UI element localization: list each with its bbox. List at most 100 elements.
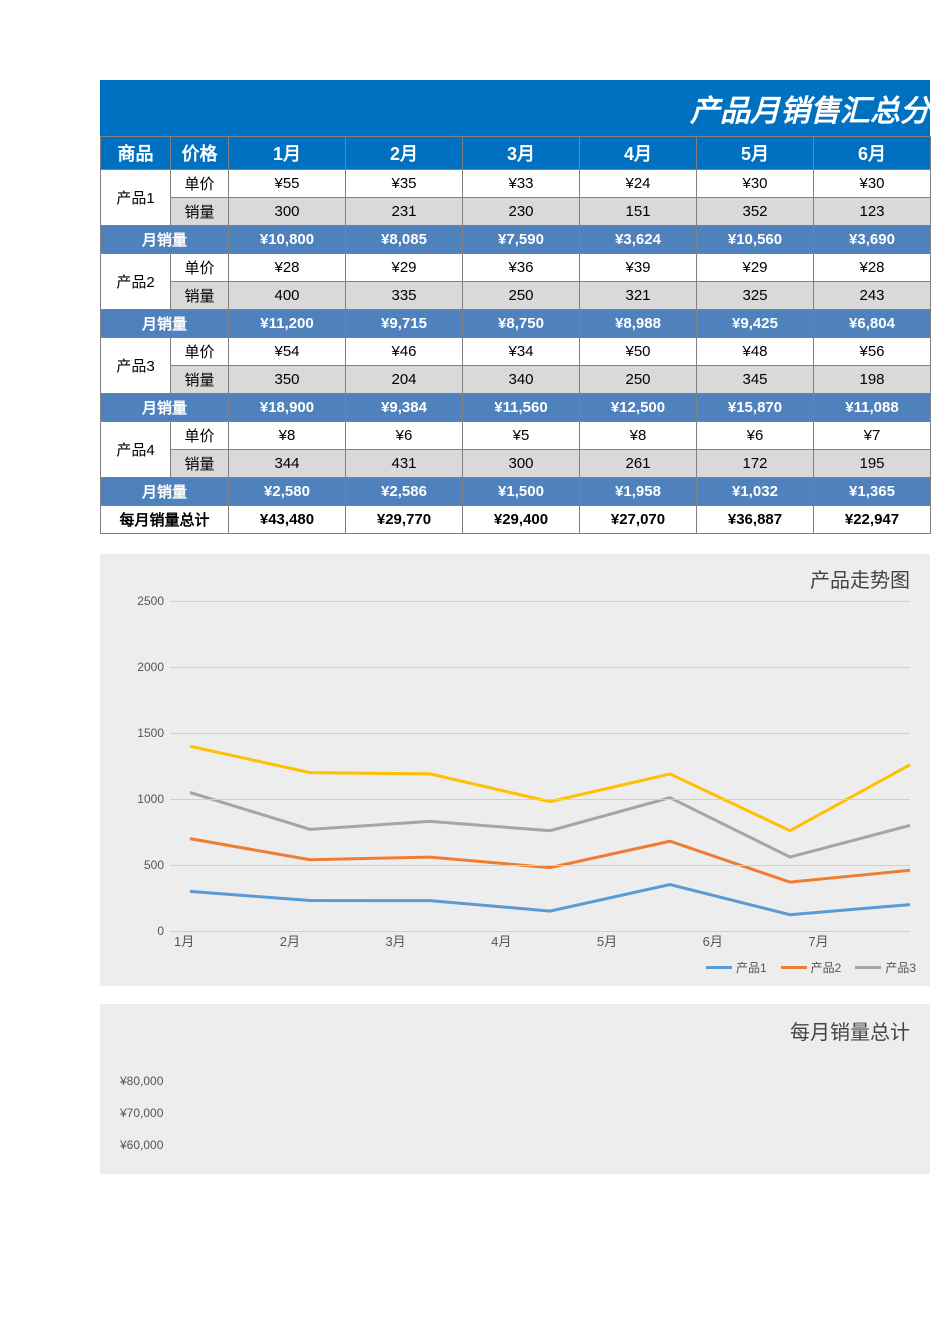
qty-row: 销量350204340250345198 — [101, 366, 931, 394]
subtotal-cell: ¥10,800 — [229, 226, 346, 254]
ytick2-label: ¥60,000 — [120, 1138, 163, 1152]
unit-cell: ¥6 — [697, 422, 814, 450]
qty-cell: 172 — [697, 450, 814, 478]
subtotal-cell: ¥3,624 — [580, 226, 697, 254]
col-m6: 6月 — [814, 137, 931, 170]
qty-label: 销量 — [171, 198, 229, 226]
sales-table: 商品 价格 1月 2月 3月 4月 5月 6月 产品1单价¥55¥35¥33¥2… — [100, 136, 931, 534]
xtick-label: 5月 — [593, 931, 699, 950]
subtotal-cell: ¥6,804 — [814, 310, 931, 338]
unit-cell: ¥30 — [697, 170, 814, 198]
qty-cell: 325 — [697, 282, 814, 310]
subtotal-row: 月销量¥2,580¥2,586¥1,500¥1,958¥1,032¥1,365 — [101, 478, 931, 506]
qty-label: 销量 — [171, 450, 229, 478]
unit-cell: ¥48 — [697, 338, 814, 366]
subtotal-cell: ¥3,690 — [814, 226, 931, 254]
table-header-row: 商品 价格 1月 2月 3月 4月 5月 6月 — [101, 137, 931, 170]
unit-cell: ¥8 — [229, 422, 346, 450]
subtotal-label: 月销量 — [101, 478, 229, 506]
subtotal-cell: ¥10,560 — [697, 226, 814, 254]
xtick-label: 7月 — [804, 931, 910, 950]
xtick-label: 3月 — [381, 931, 487, 950]
col-m2: 2月 — [346, 137, 463, 170]
qty-cell: 340 — [463, 366, 580, 394]
subtotal-cell: ¥9,384 — [346, 394, 463, 422]
ytick2-label: ¥70,000 — [120, 1106, 163, 1120]
series-line-产品4 — [190, 746, 910, 830]
unit-cell: ¥24 — [580, 170, 697, 198]
legend-item: 产品2 — [781, 959, 842, 976]
xtick-label: 4月 — [487, 931, 593, 950]
subtotal-cell: ¥1,365 — [814, 478, 931, 506]
subtotal-row: 月销量¥18,900¥9,384¥11,560¥12,500¥15,870¥11… — [101, 394, 931, 422]
subtotal-cell: ¥9,715 — [346, 310, 463, 338]
subtotal-cell: ¥2,580 — [229, 478, 346, 506]
unit-price-row: 产品1单价¥55¥35¥33¥24¥30¥30 — [101, 170, 931, 198]
unit-cell: ¥36 — [463, 254, 580, 282]
col-m3: 3月 — [463, 137, 580, 170]
unit-cell: ¥8 — [580, 422, 697, 450]
grand-cell: ¥43,480 — [229, 506, 346, 534]
qty-cell: 345 — [697, 366, 814, 394]
chart2-title: 每月销量总计 — [100, 1004, 930, 1051]
subtotal-cell: ¥11,088 — [814, 394, 931, 422]
qty-cell: 195 — [814, 450, 931, 478]
unit-cell: ¥7 — [814, 422, 931, 450]
unit-cell: ¥29 — [346, 254, 463, 282]
unit-label: 单价 — [171, 338, 229, 366]
product-name: 产品2 — [101, 254, 171, 310]
unit-label: 单价 — [171, 254, 229, 282]
col-product: 商品 — [101, 137, 171, 170]
qty-cell: 204 — [346, 366, 463, 394]
subtotal-row: 月销量¥11,200¥9,715¥8,750¥8,988¥9,425¥6,804 — [101, 310, 931, 338]
unit-cell: ¥50 — [580, 338, 697, 366]
unit-cell: ¥30 — [814, 170, 931, 198]
qty-cell: 352 — [697, 198, 814, 226]
col-price: 价格 — [171, 137, 229, 170]
unit-cell: ¥29 — [697, 254, 814, 282]
qty-cell: 261 — [580, 450, 697, 478]
xtick-label: 2月 — [276, 931, 382, 950]
grand-total-row: 每月销量总计¥43,480¥29,770¥29,400¥27,070¥36,88… — [101, 506, 931, 534]
ytick-label: 0 — [157, 924, 164, 938]
qty-cell: 198 — [814, 366, 931, 394]
chart1-legend: 产品1产品2产品3 — [100, 950, 930, 976]
monthly-total-chart: 每月销量总计 ¥80,000¥70,000¥60,000 — [100, 1004, 930, 1174]
gridline — [170, 733, 910, 734]
subtotal-cell: ¥8,750 — [463, 310, 580, 338]
product-name: 产品3 — [101, 338, 171, 394]
unit-cell: ¥28 — [814, 254, 931, 282]
subtotal-cell: ¥11,560 — [463, 394, 580, 422]
qty-cell: 300 — [229, 198, 346, 226]
unit-cell: ¥28 — [229, 254, 346, 282]
grand-cell: ¥36,887 — [697, 506, 814, 534]
qty-cell: 243 — [814, 282, 931, 310]
qty-cell: 250 — [463, 282, 580, 310]
qty-row: 销量400335250321325243 — [101, 282, 931, 310]
unit-cell: ¥56 — [814, 338, 931, 366]
legend-label: 产品2 — [811, 959, 842, 976]
unit-cell: ¥33 — [463, 170, 580, 198]
legend-item: 产品1 — [706, 959, 767, 976]
gridline — [170, 667, 910, 668]
qty-cell: 230 — [463, 198, 580, 226]
grand-cell: ¥27,070 — [580, 506, 697, 534]
product-name: 产品4 — [101, 422, 171, 478]
qty-cell: 344 — [229, 450, 346, 478]
qty-label: 销量 — [171, 366, 229, 394]
qty-cell: 123 — [814, 198, 931, 226]
qty-cell: 151 — [580, 198, 697, 226]
subtotal-cell: ¥8,988 — [580, 310, 697, 338]
ytick-label: 2500 — [137, 594, 164, 608]
legend-swatch — [781, 966, 807, 969]
page-title: 产品月销售汇总分 — [100, 80, 930, 136]
subtotal-label: 月销量 — [101, 394, 229, 422]
product-name: 产品1 — [101, 170, 171, 226]
subtotal-cell: ¥7,590 — [463, 226, 580, 254]
qty-cell: 321 — [580, 282, 697, 310]
xtick-label: 1月 — [170, 931, 276, 950]
grand-cell: ¥29,770 — [346, 506, 463, 534]
legend-swatch — [706, 966, 732, 969]
subtotal-cell: ¥12,500 — [580, 394, 697, 422]
ytick-label: 1000 — [137, 792, 164, 806]
